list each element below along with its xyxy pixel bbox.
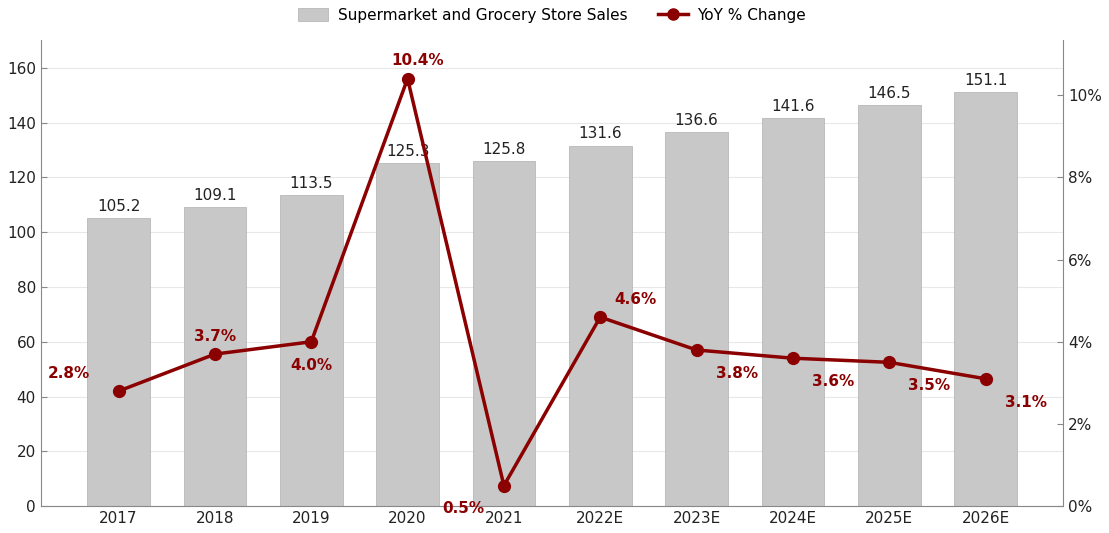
Bar [762,118,824,506]
Bar [472,161,536,506]
Text: 3.6%: 3.6% [812,374,854,389]
Bar [954,92,1017,506]
Text: 3.5%: 3.5% [908,378,950,393]
Bar [858,105,920,506]
Text: 3.7%: 3.7% [194,329,236,344]
Text: 125.8: 125.8 [482,142,526,157]
Text: 109.1: 109.1 [193,188,236,203]
Bar [376,163,439,506]
Text: 105.2: 105.2 [96,199,140,214]
Text: 146.5: 146.5 [867,86,910,101]
Text: 141.6: 141.6 [771,99,815,114]
Text: 125.3: 125.3 [386,144,429,159]
Bar [184,207,246,506]
Text: 2.8%: 2.8% [48,366,90,381]
Bar [279,195,343,506]
Text: 113.5: 113.5 [289,176,333,191]
Text: 4.6%: 4.6% [614,292,657,307]
Legend: Supermarket and Grocery Store Sales, YoY % Change: Supermarket and Grocery Store Sales, YoY… [292,2,813,29]
Text: 10.4%: 10.4% [390,53,444,68]
Text: 131.6: 131.6 [579,126,622,141]
Text: 151.1: 151.1 [964,73,1007,88]
Text: 0.5%: 0.5% [442,502,485,516]
Bar [88,218,150,506]
Bar [665,132,728,506]
Bar [569,146,631,506]
Text: 3.1%: 3.1% [1005,394,1047,409]
Text: 3.8%: 3.8% [715,366,757,381]
Text: 4.0%: 4.0% [291,358,333,373]
Text: 136.6: 136.6 [674,113,719,128]
